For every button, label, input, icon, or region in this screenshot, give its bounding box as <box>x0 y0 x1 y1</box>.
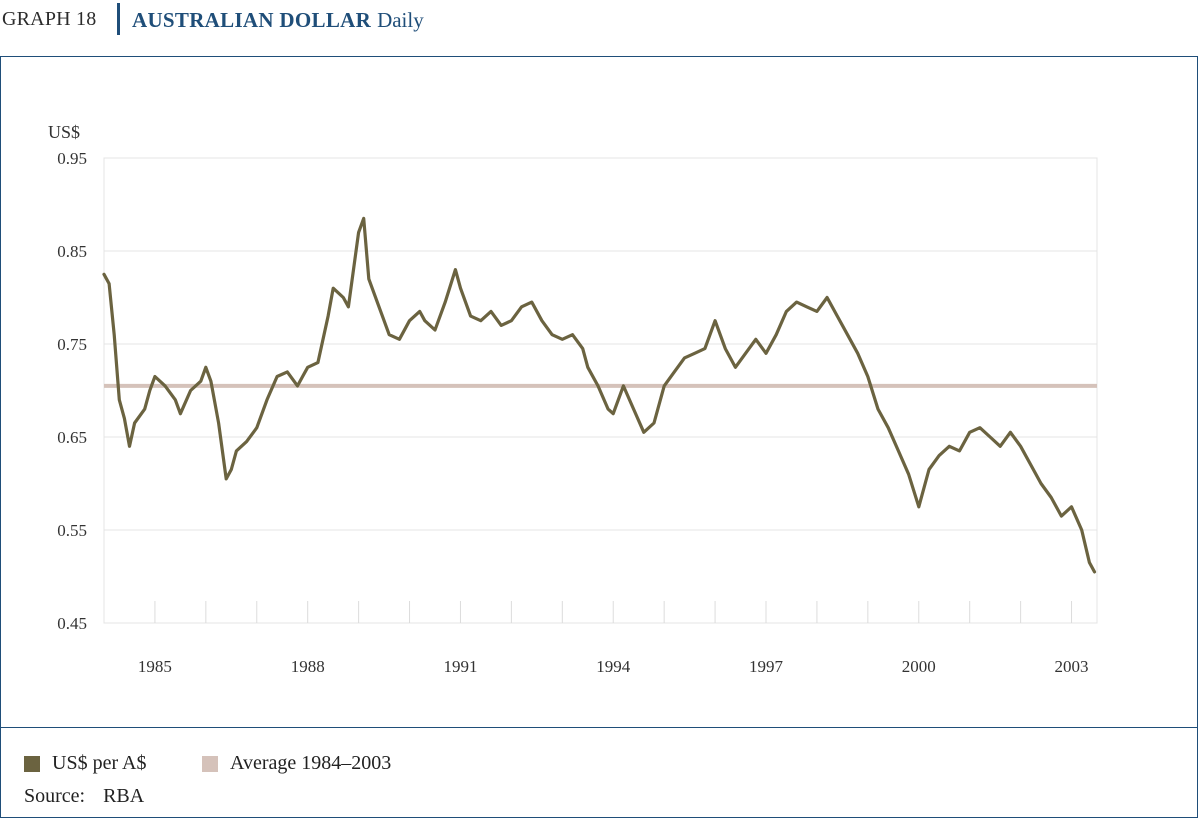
x-tick-label: 2000 <box>902 657 936 676</box>
y-tick-label: 0.45 <box>57 614 87 633</box>
source-value: RBA <box>103 785 145 807</box>
y-tick-label: 0.65 <box>57 428 87 447</box>
y-axis-unit-label: US$ <box>48 122 80 142</box>
chart-title-main: AUSTRALIAN DOLLAR <box>132 8 372 32</box>
header-divider <box>117 3 120 35</box>
x-tick-label: 2003 <box>1055 657 1089 676</box>
legend-average: Average 1984–2003 <box>202 752 391 775</box>
chart-title-frequency: Daily <box>377 8 424 32</box>
x-tick-label: 1997 <box>749 657 784 676</box>
legend-series: US$ per A$ <box>24 752 146 775</box>
source-label: Source: <box>24 785 86 807</box>
source-note: Source: RBA <box>24 785 144 808</box>
x-tick-label: 1988 <box>291 657 325 676</box>
x-tick-label: 1985 <box>138 657 172 676</box>
x-tick-label: 1991 <box>443 657 477 676</box>
legend-series-swatch <box>24 755 40 772</box>
legend-average-label: Average 1984–2003 <box>230 752 392 774</box>
x-tick-label: 1994 <box>596 657 631 676</box>
legend-series-label: US$ per A$ <box>52 752 147 774</box>
y-tick-label: 0.95 <box>57 149 87 168</box>
graph-header: GRAPH 18 AUSTRALIAN DOLLAR Daily <box>0 0 1200 40</box>
legend-average-swatch <box>202 755 218 772</box>
chart-frame <box>0 56 1198 818</box>
graph-number: GRAPH 18 <box>2 8 97 30</box>
y-tick-label: 0.55 <box>57 521 87 540</box>
chart-title: AUSTRALIAN DOLLAR Daily <box>132 8 424 33</box>
legend-separator <box>0 727 1198 728</box>
series-line-usd-per-aud <box>102 216 1097 574</box>
y-tick-label: 0.75 <box>57 335 87 354</box>
y-tick-label: 0.85 <box>57 242 87 261</box>
